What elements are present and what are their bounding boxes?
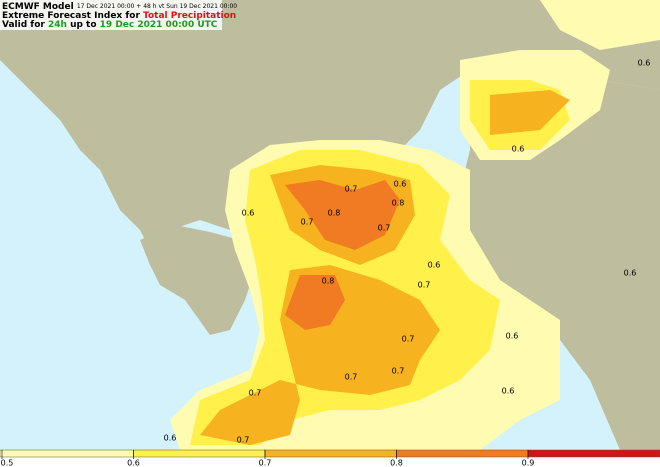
colorbar-tick-label: 0.8 <box>390 459 403 467</box>
contour-label: 0.6 <box>624 269 637 278</box>
contour-label: 0.7 <box>237 436 250 445</box>
title-prefix: Extreme Forecast Index for <box>2 11 140 21</box>
colorbar-segment <box>527 449 660 458</box>
run-info: 17 Dec 2021 00:00 + 48 h vt Sun 19 Dec 2… <box>77 3 237 10</box>
colorbar-segment <box>396 449 529 458</box>
contour-label: 0.7 <box>249 389 262 398</box>
colorbar-tick-label: 0.9 <box>522 459 535 467</box>
contour-label: 0.6 <box>638 59 651 68</box>
title-parameter: Total Precipitation <box>143 11 236 21</box>
contour-label: 0.6 <box>502 387 515 396</box>
contour-label: 0.7 <box>301 218 314 227</box>
contour-label: 0.6 <box>512 145 525 154</box>
land-balkans <box>0 0 560 250</box>
contour-label: 0.6 <box>394 180 407 189</box>
contour-label: 0.7 <box>392 367 405 376</box>
efi-field-05 <box>540 0 660 50</box>
colorbar-segment <box>264 449 397 458</box>
contour-label: 0.7 <box>402 335 415 344</box>
efi-field-07 <box>490 90 570 135</box>
contour-label: 0.7 <box>345 373 358 382</box>
contour-label: 0.6 <box>164 434 177 443</box>
colorbar-tick-label: 0.6 <box>127 459 140 467</box>
contour-label: 0.8 <box>392 199 405 208</box>
contour-label: 0.7 <box>345 185 358 194</box>
contour-label: 0.8 <box>328 209 341 218</box>
land-peloponnese <box>140 225 255 335</box>
contour-label: 0.7 <box>418 281 431 290</box>
header-box <box>0 0 222 30</box>
model-name: ECMWF Model <box>2 2 74 12</box>
contour-label: 0.7 <box>378 224 391 233</box>
header-line-1: ECMWF Model 17 Dec 2021 00:00 + 48 h vt … <box>2 2 237 12</box>
efi-field-08 <box>285 180 400 250</box>
contour-label: 0.8 <box>322 277 335 286</box>
colorbar: 0.5 0.6 0.7 0.8 0.9 <box>0 449 660 467</box>
efi-field-07 <box>200 265 440 445</box>
land-anatolia <box>460 70 660 450</box>
colorbar-segment <box>133 449 266 458</box>
valid-prefix: Valid for <box>2 20 45 30</box>
colorbar-tick-label: 0.7 <box>259 459 272 467</box>
contour-labels: 0.6 0.6 0.7 0.6 0.8 0.6 0.7 0.8 0.7 0.6 0.6 0.8 0.7 0… <box>164 59 651 445</box>
colorbar-segment <box>0 449 134 458</box>
valid-mid: up to <box>70 20 96 30</box>
efi-field-08 <box>285 275 345 330</box>
valid-period: 24h <box>48 20 67 30</box>
valid-date: 19 Dec 2021 00:00 UTC <box>100 20 218 30</box>
colorbar-tick-label: 0.5 <box>1 459 14 467</box>
contour-label: 0.6 <box>242 209 255 218</box>
contour-label: 0.6 <box>428 261 441 270</box>
header-line-2: Extreme Forecast Index for Total Precipi… <box>2 11 236 21</box>
header-line-3: Valid for 24h up to 19 Dec 2021 00:00 UT… <box>2 20 218 30</box>
contour-label: 0.6 <box>506 332 519 341</box>
